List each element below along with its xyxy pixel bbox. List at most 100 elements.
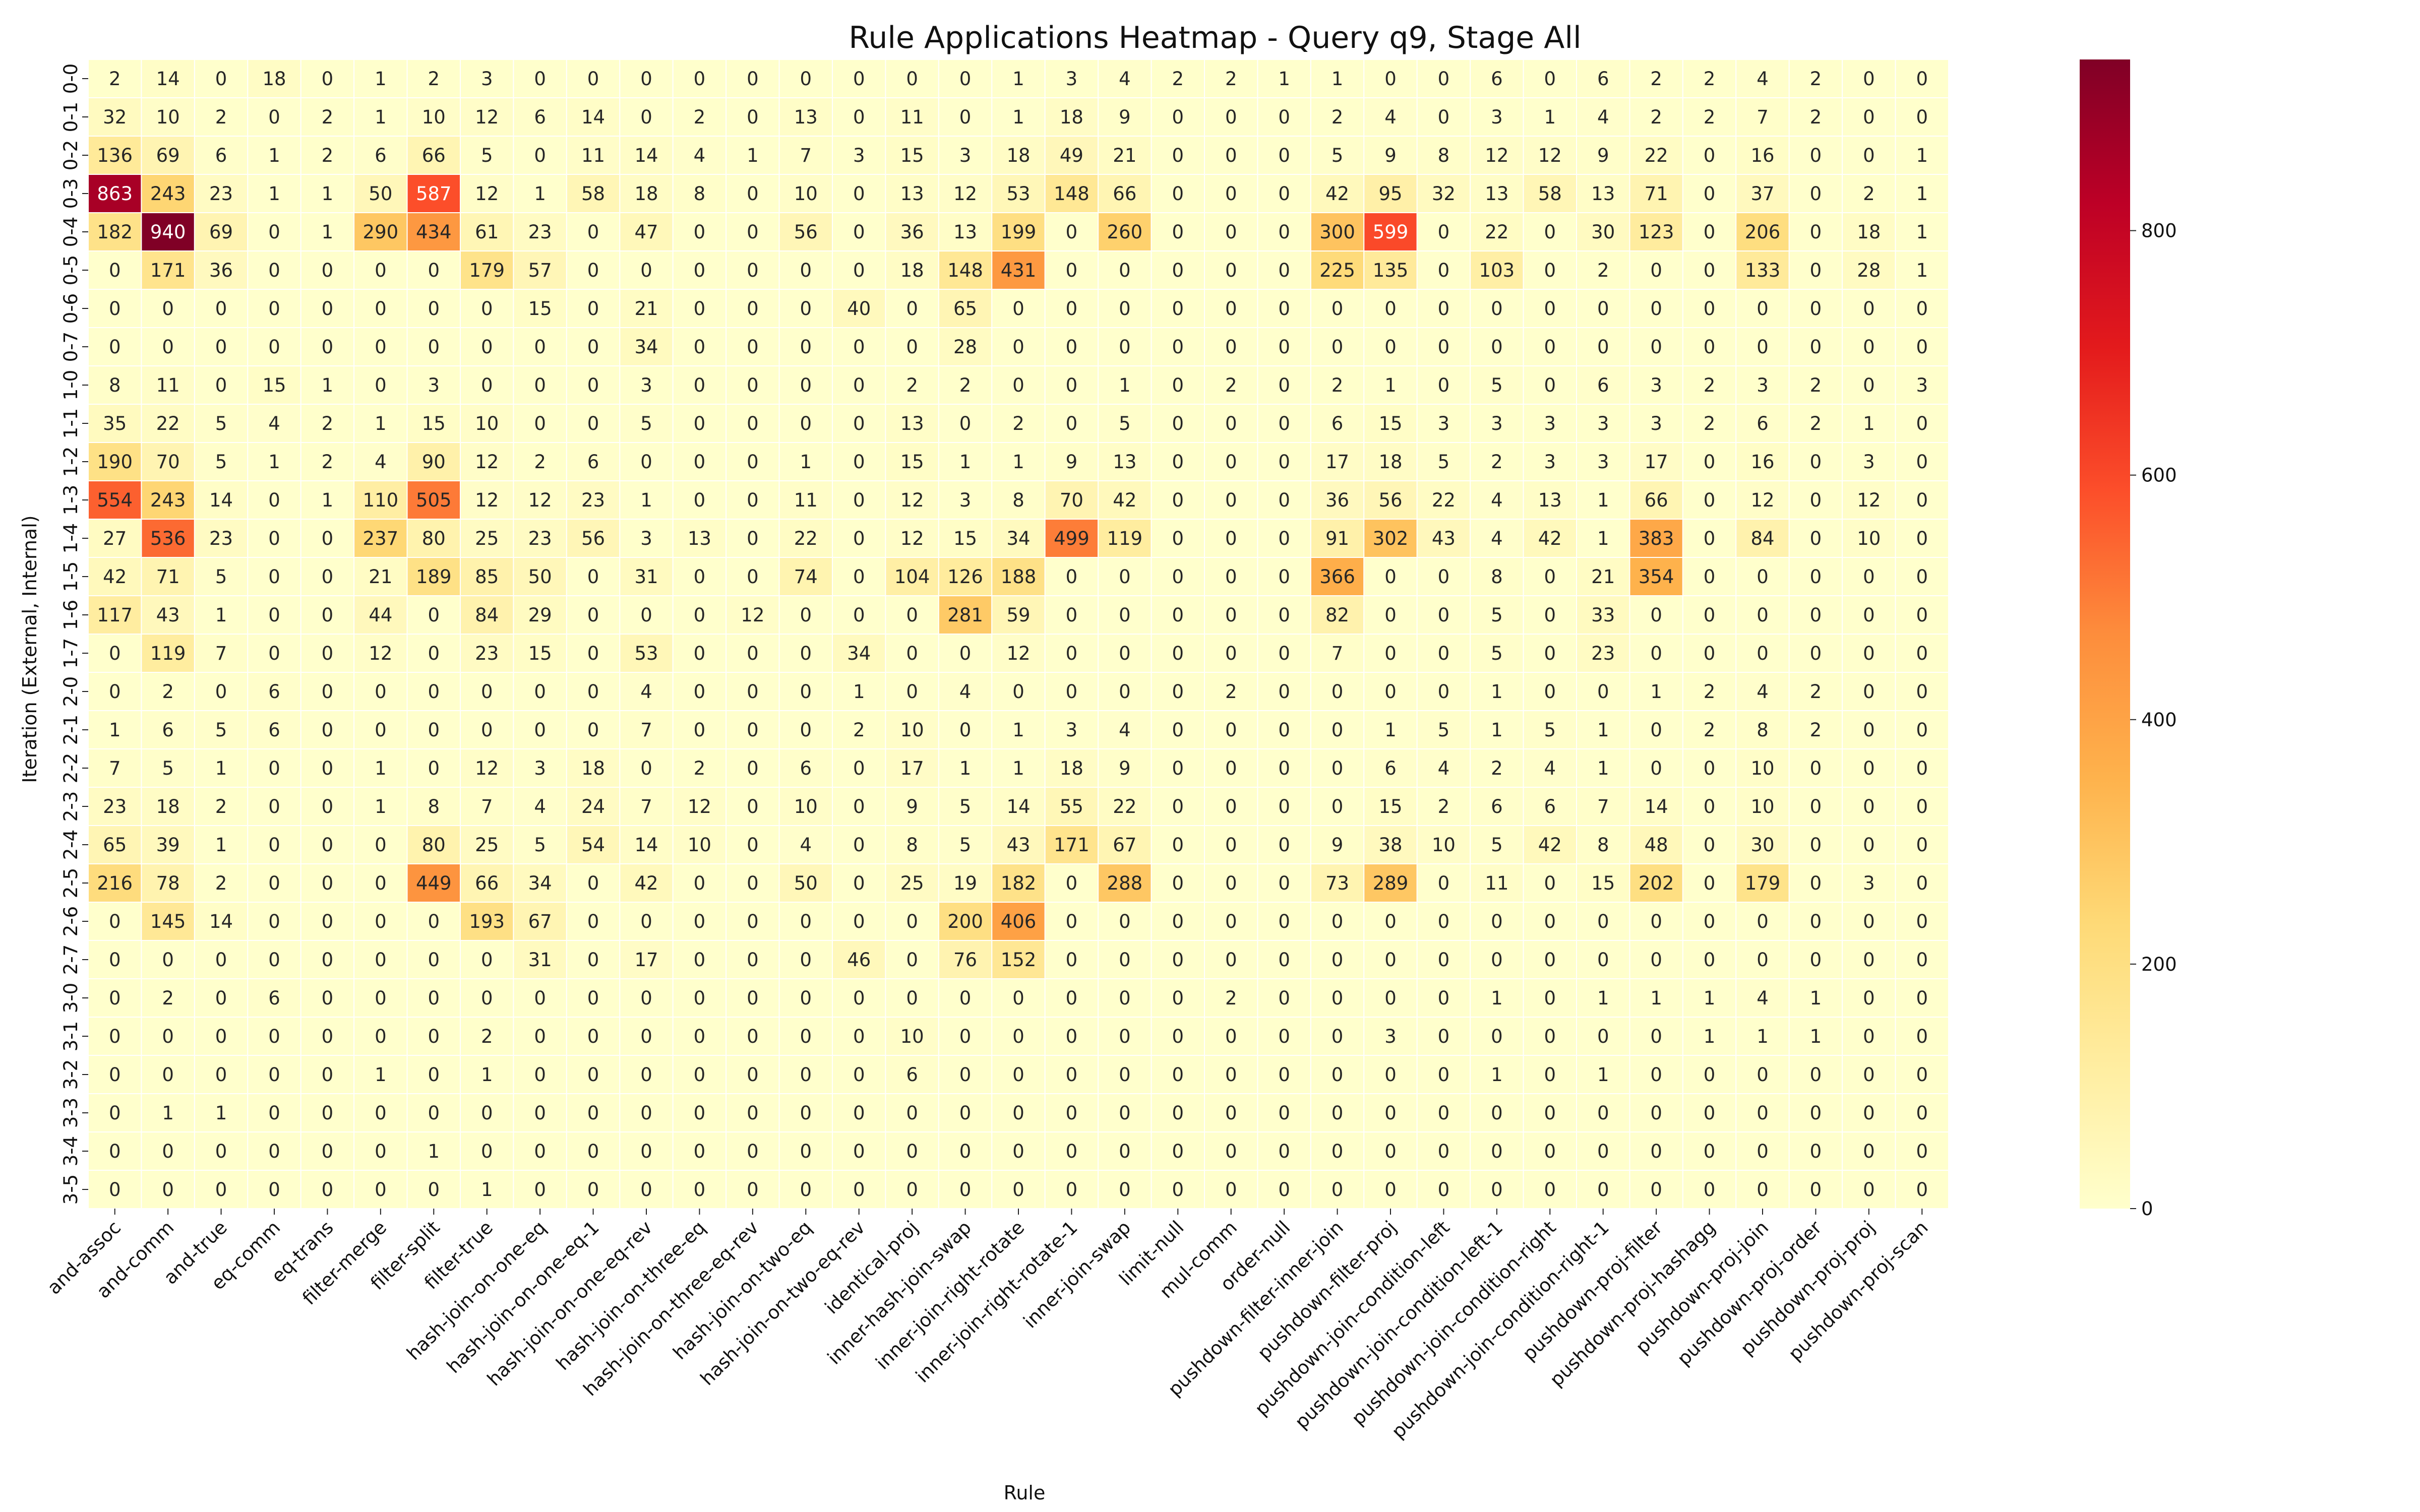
cell-value-label: 6 xyxy=(1384,758,1397,779)
cell-value-label: 0 xyxy=(1012,1064,1024,1086)
heatmap-cell xyxy=(832,404,886,443)
heatmap-cell xyxy=(1629,863,1683,903)
heatmap-cell xyxy=(672,940,727,979)
heatmap-cell xyxy=(1523,902,1578,941)
heatmap-cell xyxy=(725,1017,780,1056)
heatmap-cell xyxy=(991,404,1046,443)
cell-value-label: 0 xyxy=(1757,336,1769,358)
heatmap-cell xyxy=(141,442,195,481)
cell-value-label: 0 xyxy=(1332,1102,1344,1124)
heatmap-cell xyxy=(513,634,567,673)
cell-value-label: 0 xyxy=(747,68,759,90)
heatmap-cell xyxy=(832,748,886,788)
cell-value-label: 0 xyxy=(1066,1141,1078,1162)
cell-value-label: 1 xyxy=(1650,681,1662,703)
heatmap-cell xyxy=(619,327,674,366)
heatmap-cell xyxy=(1044,289,1099,328)
cell-value-label: 0 xyxy=(906,1141,918,1162)
cell-value-label: 0 xyxy=(959,1064,972,1086)
cell-value-label: 0 xyxy=(322,872,334,894)
heatmap-cell xyxy=(1842,825,1896,864)
heatmap-cell xyxy=(619,863,674,903)
heatmap-cell xyxy=(1629,978,1683,1018)
heatmap-cell xyxy=(1895,672,1950,711)
cell-value-label: 0 xyxy=(322,260,334,281)
cell-value-label: 0 xyxy=(959,719,972,741)
heatmap-cell xyxy=(406,748,461,788)
cell-value-label: 1 xyxy=(1810,1026,1822,1047)
heatmap-cell xyxy=(300,863,355,903)
y-tick-label: 0-7 xyxy=(60,332,82,362)
cell-value-label: 12 xyxy=(741,604,764,626)
cell-value-label: 5 xyxy=(1491,374,1503,396)
cell-value-label: 12 xyxy=(900,528,924,549)
heatmap-cell xyxy=(141,1093,195,1132)
cell-value-label: 0 xyxy=(428,949,440,971)
heatmap-cell xyxy=(619,404,674,443)
cell-value-label: 0 xyxy=(1066,911,1078,932)
cell-value-label: 0 xyxy=(1863,106,1875,128)
cell-value-label: 0 xyxy=(1384,298,1397,320)
cell-value-label: 0 xyxy=(1650,336,1662,358)
cell-value-label: 133 xyxy=(1745,260,1781,281)
cell-value-label: 2 xyxy=(534,451,546,473)
chart-title: Rule Applications Heatmap - Query q9, St… xyxy=(849,20,1581,55)
cell-value-label: 1 xyxy=(1491,719,1503,741)
cell-value-label: 0 xyxy=(109,298,121,320)
cell-value-label: 10 xyxy=(900,1026,924,1047)
cell-value-label: 0 xyxy=(375,911,387,932)
heatmap-cell xyxy=(938,672,993,711)
cell-value-label: 12 xyxy=(1750,489,1774,511)
heatmap-cell xyxy=(1470,136,1524,175)
heatmap-cell xyxy=(1470,825,1524,864)
heatmap-cell xyxy=(141,1055,195,1094)
heatmap-cell xyxy=(885,97,939,137)
heatmap-cell xyxy=(1523,442,1578,481)
cell-value-label: 2 xyxy=(1491,758,1503,779)
cell-value-label: 0 xyxy=(268,1141,280,1162)
cell-value-label: 0 xyxy=(587,1026,599,1047)
cell-value-label: 0 xyxy=(1384,643,1397,664)
cell-value-label: 0 xyxy=(1544,68,1556,90)
cell-value-label: 4 xyxy=(268,413,280,434)
heatmap-cell xyxy=(460,404,514,443)
cell-value-label: 0 xyxy=(375,298,387,320)
cell-value-label: 3 xyxy=(1916,374,1928,396)
heatmap-cell xyxy=(353,250,408,290)
cell-value-label: 0 xyxy=(1704,566,1716,588)
heatmap-cell xyxy=(406,710,461,749)
cell-value-label: 0 xyxy=(481,1141,493,1162)
heatmap-cell xyxy=(513,519,567,558)
heatmap-cell xyxy=(247,136,301,175)
heatmap-cell xyxy=(1523,710,1578,749)
heatmap-cell xyxy=(1576,863,1630,903)
cell-value-label: 31 xyxy=(528,949,552,971)
cell-value-label: 10 xyxy=(1750,758,1774,779)
colorbar-tick-label: 0 xyxy=(2141,1198,2153,1220)
cell-value-label: 0 xyxy=(428,1064,440,1086)
cell-value-label: 84 xyxy=(475,604,499,626)
heatmap-cell xyxy=(300,940,355,979)
cell-value-label: 366 xyxy=(1319,566,1355,588)
heatmap-cell xyxy=(1257,557,1311,596)
heatmap-cell xyxy=(1416,1093,1471,1132)
cell-value-label: 288 xyxy=(1107,872,1143,894)
cell-value-label: 12 xyxy=(475,106,499,128)
cell-value-label: 0 xyxy=(1119,1179,1131,1201)
heatmap-cell xyxy=(1842,787,1896,826)
cell-value-label: 0 xyxy=(906,604,918,626)
cell-value-label: 0 xyxy=(375,1026,387,1047)
cell-value-label: 0 xyxy=(800,987,812,1009)
cell-value-label: 0 xyxy=(747,1102,759,1124)
cell-value-label: 0 xyxy=(694,604,706,626)
cell-value-label: 0 xyxy=(1278,298,1290,320)
cell-value-label: 0 xyxy=(1704,911,1716,932)
heatmap-cell xyxy=(1629,940,1683,979)
heatmap-cells: 2 14 0 18 0 1 2 3 0 0 0 0 0 0 0 0 0 1 3 4 2 2 1 1 0 0 6 0 6 2 2 4 2 0 032 1… xyxy=(88,59,1950,1209)
cell-value-label: 0 xyxy=(1810,1179,1822,1201)
cell-value-label: 2 xyxy=(162,681,174,703)
heatmap-cell xyxy=(1895,595,1950,635)
cell-value-label: 2 xyxy=(1810,719,1822,741)
cell-value-label: 0 xyxy=(1384,566,1397,588)
heatmap-cell xyxy=(1629,748,1683,788)
